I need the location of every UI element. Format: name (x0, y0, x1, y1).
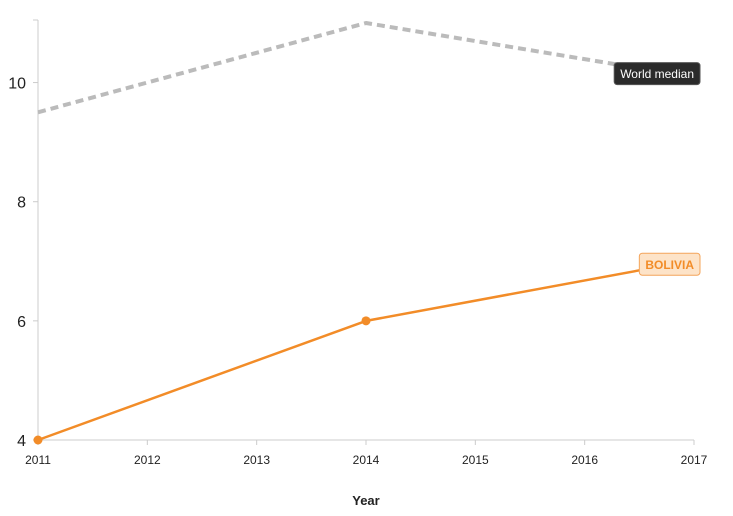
series-line-bolivia (37, 263, 673, 442)
series-label-tag: BOLIVIA (638, 252, 701, 276)
series-label-box (613, 62, 701, 86)
x-tick-label: 2014 (353, 453, 380, 467)
axes: 4 6 8 10 2011 2012 2013 2014 2015 2016 2017 (8, 19, 708, 467)
series-line-world-median (37, 21, 673, 115)
series-label-box (638, 252, 701, 276)
series-label-text: BOLIVIA (645, 258, 694, 272)
y-tick-label: 6 (17, 314, 26, 331)
data-point-marker (361, 316, 371, 326)
series-label-text: World median (620, 67, 694, 81)
x-tick-label: 2012 (134, 453, 161, 467)
x-tick-label: 2017 (681, 453, 708, 467)
series-layer (33, 21, 673, 445)
x-tick-label: 2016 (571, 453, 598, 467)
x-tick-label: 2011 (25, 453, 51, 467)
series-labels: World median BOLIVIA (613, 62, 701, 276)
series-label-tag: World median (613, 62, 701, 86)
y-tick-label: 10 (8, 76, 26, 93)
x-axis-title: Year (352, 493, 379, 508)
x-tick-label: 2015 (462, 453, 489, 467)
y-tick-label: 8 (17, 195, 26, 212)
data-point-marker (33, 435, 43, 445)
x-tick-label: 2013 (243, 453, 270, 467)
y-tick-label: 4 (17, 433, 26, 450)
